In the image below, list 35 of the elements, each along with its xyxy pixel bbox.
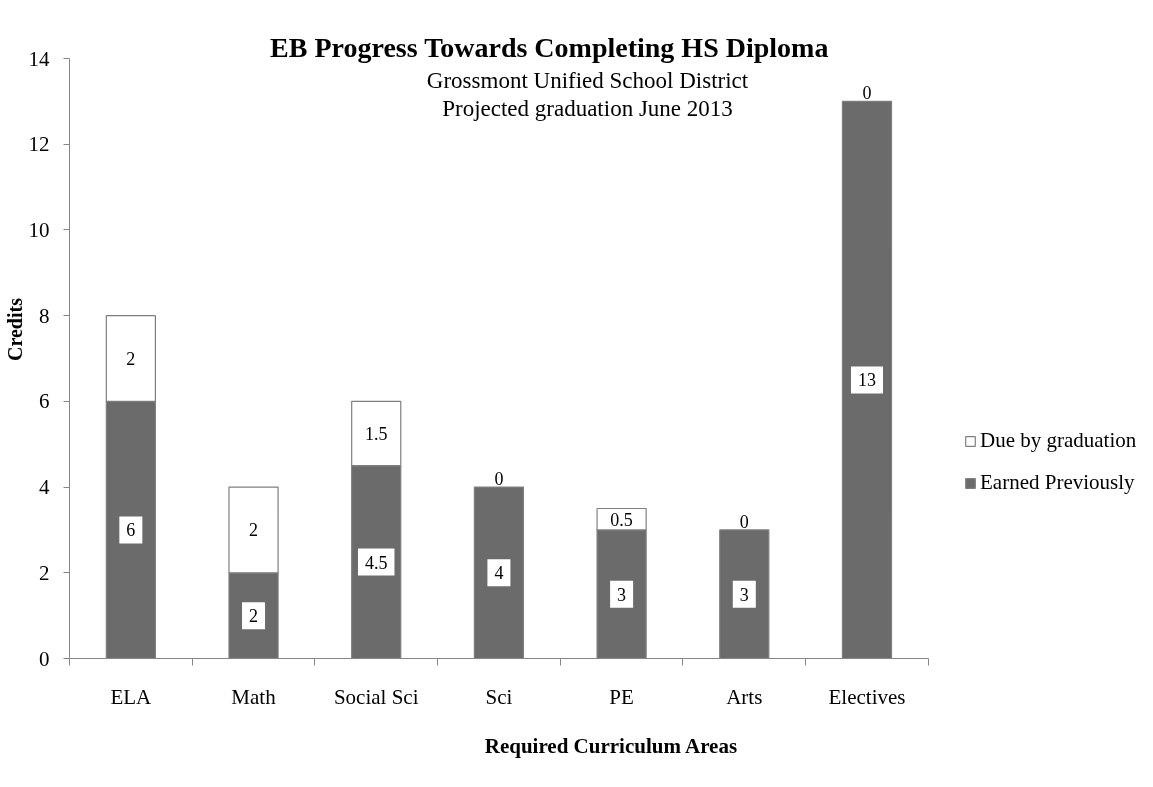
- data-label: 2: [126, 349, 136, 369]
- data-label: 0: [739, 511, 749, 532]
- y-tick-label: 10: [28, 217, 50, 242]
- x-axis-title: Required Curriculum Areas: [484, 733, 738, 758]
- x-tick-label: Sci: [485, 684, 513, 709]
- y-tick-label: 12: [28, 132, 50, 157]
- x-tick-label: Electives: [828, 684, 906, 709]
- legend-label: Earned Previously: [980, 470, 1135, 495]
- x-tick-label: ELA: [110, 684, 153, 709]
- x-tick-label: Arts: [726, 684, 763, 709]
- y-tick-label: 8: [39, 303, 50, 328]
- text: Grossmont Unified School District Projected graduation June 2013: [426, 68, 749, 121]
- chart-title: EB Progress Towards Completing HS Diploma: [270, 32, 829, 63]
- y-axis-title: Credits: [3, 297, 26, 361]
- data-label: 3: [739, 584, 749, 605]
- x-tick-label: PE: [609, 684, 634, 709]
- y-tick-label: 14: [28, 46, 50, 71]
- y-tick-label: 4: [39, 475, 50, 500]
- data-label: 13: [857, 370, 876, 391]
- x-tick-label: Math: [231, 684, 277, 709]
- y-tick-label: 2: [39, 560, 50, 585]
- data-label: 3: [617, 584, 627, 605]
- data-label: 0.5: [610, 509, 633, 530]
- y-tick-label: 6: [39, 389, 50, 414]
- x-tick-label: Social Sci: [333, 684, 419, 709]
- data-label: 0: [494, 469, 504, 490]
- data-label: 0: [862, 83, 872, 104]
- legend-label: Due by graduation: [980, 428, 1137, 453]
- data-label: 4: [494, 563, 504, 584]
- data-label: 4.5: [364, 552, 388, 573]
- data-label: 2: [249, 606, 259, 627]
- y-tick-label: 0: [39, 646, 50, 671]
- data-label: 2: [249, 520, 259, 541]
- data-label: 6: [126, 520, 136, 541]
- data-label: 1.5: [364, 424, 388, 444]
